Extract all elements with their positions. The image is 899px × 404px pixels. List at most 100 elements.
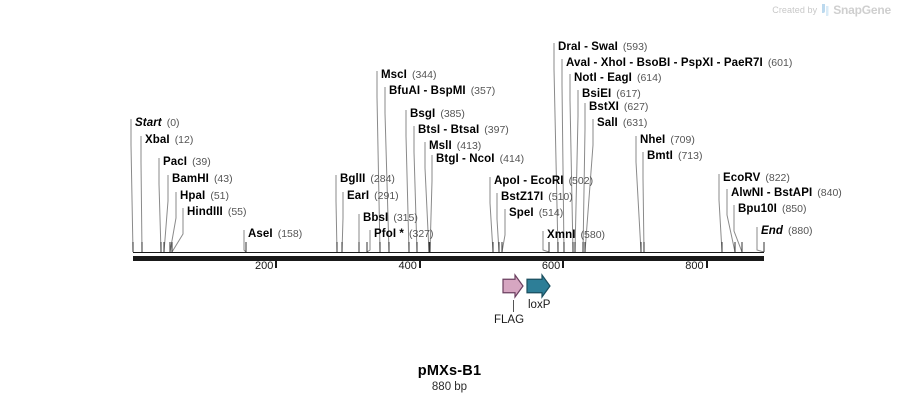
restriction-site-name: EcoRV — [723, 172, 761, 184]
restriction-site-name: HindIII — [187, 206, 223, 218]
right-arrow-feature-icon — [526, 273, 551, 299]
sequence-ruler-bar[interactable] — [133, 256, 764, 261]
restriction-site-label[interactable]: DraI - SwaI (593) — [558, 41, 647, 53]
feature-label: loxP — [528, 299, 551, 311]
restriction-site-position: (12) — [174, 134, 194, 146]
restriction-site-label[interactable]: PacI (39) — [163, 156, 211, 168]
restriction-site-label[interactable]: BfuAI - BspMI (357) — [389, 85, 495, 97]
ruler-tick — [562, 261, 565, 268]
restriction-site-label[interactable]: BtgI - NcoI (414) — [436, 153, 524, 165]
restriction-site-label[interactable]: Bpu10I (850) — [738, 203, 806, 215]
restriction-site-name: AvaI - XhoI - BsoBI - PspXI - PaeR7I — [566, 57, 763, 69]
restriction-site-name: BmtI — [647, 150, 673, 162]
restriction-site-position: (631) — [622, 117, 648, 129]
restriction-site-label[interactable]: SpeI (514) — [509, 207, 563, 219]
restriction-site-position: (357) — [470, 85, 496, 97]
restriction-site-label[interactable]: AlwNI - BstAPI (840) — [731, 187, 842, 199]
restriction-site-leader-line — [169, 192, 177, 253]
restriction-site-name: BsgI — [410, 108, 436, 120]
restriction-site-leader-line — [366, 230, 371, 253]
restriction-site-label[interactable]: BstZ17I (510) — [501, 191, 573, 203]
restriction-site-position: (580) — [580, 229, 606, 241]
restriction-site-label[interactable]: BtsI - BtsaI (397) — [418, 124, 509, 136]
restriction-site-name: DraI - SwaI — [558, 41, 618, 53]
restriction-site-leader-line — [569, 74, 574, 253]
ruler-tick — [418, 261, 421, 268]
sequence-ruler-hairline — [133, 252, 764, 253]
restriction-site-leader-line — [635, 136, 642, 253]
restriction-site-position: (43) — [213, 173, 233, 185]
restriction-site-label[interactable]: BamHI (43) — [172, 173, 233, 185]
restriction-site-position: (627) — [623, 101, 649, 113]
restriction-site-leader-line — [341, 192, 344, 253]
restriction-site-position: (880) — [788, 225, 813, 237]
restriction-site-name: SpeI — [509, 207, 534, 219]
ruler-tick — [705, 261, 708, 268]
restriction-site-position: (327) — [409, 228, 434, 240]
restriction-site-name: BbsI — [363, 212, 389, 224]
restriction-site-label[interactable]: EarI (291) — [347, 190, 399, 202]
watermark-brand: SnapGene — [833, 3, 891, 17]
restriction-site-label[interactable]: HindIII (55) — [187, 206, 247, 218]
restriction-site-label[interactable]: AvaI - XhoI - BsoBI - PspXI - PaeR7I (601… — [566, 57, 792, 69]
restriction-site-label[interactable]: NotI - EagI (614) — [574, 72, 661, 84]
restriction-site-label[interactable]: Start (0) — [135, 117, 180, 129]
restriction-site-name: ApoI - EcoRI — [494, 175, 564, 187]
restriction-site-name: BstXI — [589, 101, 619, 113]
restriction-site-name: AlwNI - BstAPI — [731, 187, 813, 199]
restriction-site-label[interactable]: ApoI - EcoRI (502) — [494, 175, 593, 187]
ruler-tick — [275, 261, 278, 268]
restriction-site-label[interactable]: SalI (631) — [597, 117, 647, 129]
restriction-site-position: (514) — [538, 207, 564, 219]
ruler-tick-label: 200 — [255, 260, 274, 272]
restriction-site-name: NheI — [640, 134, 666, 146]
feature-flag-arrow[interactable] — [502, 273, 524, 299]
restriction-site-position: (713) — [677, 150, 703, 162]
restriction-site-leader-line — [140, 136, 143, 253]
restriction-site-position: (51) — [210, 190, 230, 202]
right-arrow-feature-icon — [502, 273, 524, 299]
restriction-site-label[interactable]: BsiEI (617) — [582, 88, 641, 100]
restriction-site-position: (601) — [767, 57, 793, 69]
restriction-site-leader-line — [501, 209, 506, 253]
snapgene-logo-icon — [821, 4, 829, 16]
feature-label: FLAG — [494, 314, 525, 326]
restriction-site-label[interactable]: BglII (284) — [340, 173, 395, 185]
restriction-site-name: XbaI — [145, 134, 170, 146]
restriction-site-position: (39) — [192, 156, 211, 168]
restriction-site-label[interactable]: XmnI (580) — [547, 229, 605, 241]
restriction-site-leader-line — [171, 208, 184, 253]
restriction-site-position: (510) — [548, 191, 573, 203]
ruler-tick-label: 600 — [541, 260, 561, 272]
restriction-site-label[interactable]: BsgI (385) — [410, 108, 465, 120]
restriction-site-leader-line — [158, 158, 162, 253]
restriction-site-name: Start — [135, 117, 162, 129]
restriction-site-label[interactable]: EcoRV (822) — [723, 172, 790, 184]
restriction-site-label[interactable]: MscI (344) — [381, 69, 436, 81]
plasmid-size-label: 880 bp — [431, 381, 468, 393]
restriction-site-leader-line — [496, 193, 500, 253]
restriction-site-label[interactable]: BmtI (713) — [647, 150, 702, 162]
restriction-site-label[interactable]: MslI (413) — [429, 140, 481, 152]
ruler-tick-label: 800 — [685, 260, 704, 272]
restriction-site-name: EarI — [347, 190, 370, 202]
restriction-site-label[interactable]: BbsI (315) — [363, 212, 418, 224]
restriction-site-label[interactable]: AseI (158) — [248, 228, 302, 240]
restriction-site-name: PacI — [163, 156, 188, 168]
restriction-site-leader-line — [574, 90, 579, 253]
restriction-site-label[interactable]: XbaI (12) — [145, 134, 193, 146]
restriction-site-name: SalI — [597, 117, 618, 129]
restriction-site-label[interactable]: NheI (709) — [640, 134, 695, 146]
restriction-site-position: (397) — [484, 124, 509, 136]
restriction-site-label[interactable]: PfoI * (327) — [374, 228, 434, 240]
restriction-site-label[interactable]: HpaI (51) — [180, 190, 229, 202]
restriction-site-name: MscI — [381, 69, 407, 81]
restriction-site-position: (617) — [616, 88, 641, 100]
restriction-site-position: (709) — [670, 134, 695, 146]
restriction-site-name: BglII — [340, 173, 366, 185]
feature-loxp-arrow[interactable] — [526, 273, 551, 299]
restriction-site-name: NotI - EagI — [574, 72, 632, 84]
restriction-site-label[interactable]: End (880) — [761, 225, 813, 237]
restriction-site-label[interactable]: BstXI (627) — [589, 101, 648, 113]
